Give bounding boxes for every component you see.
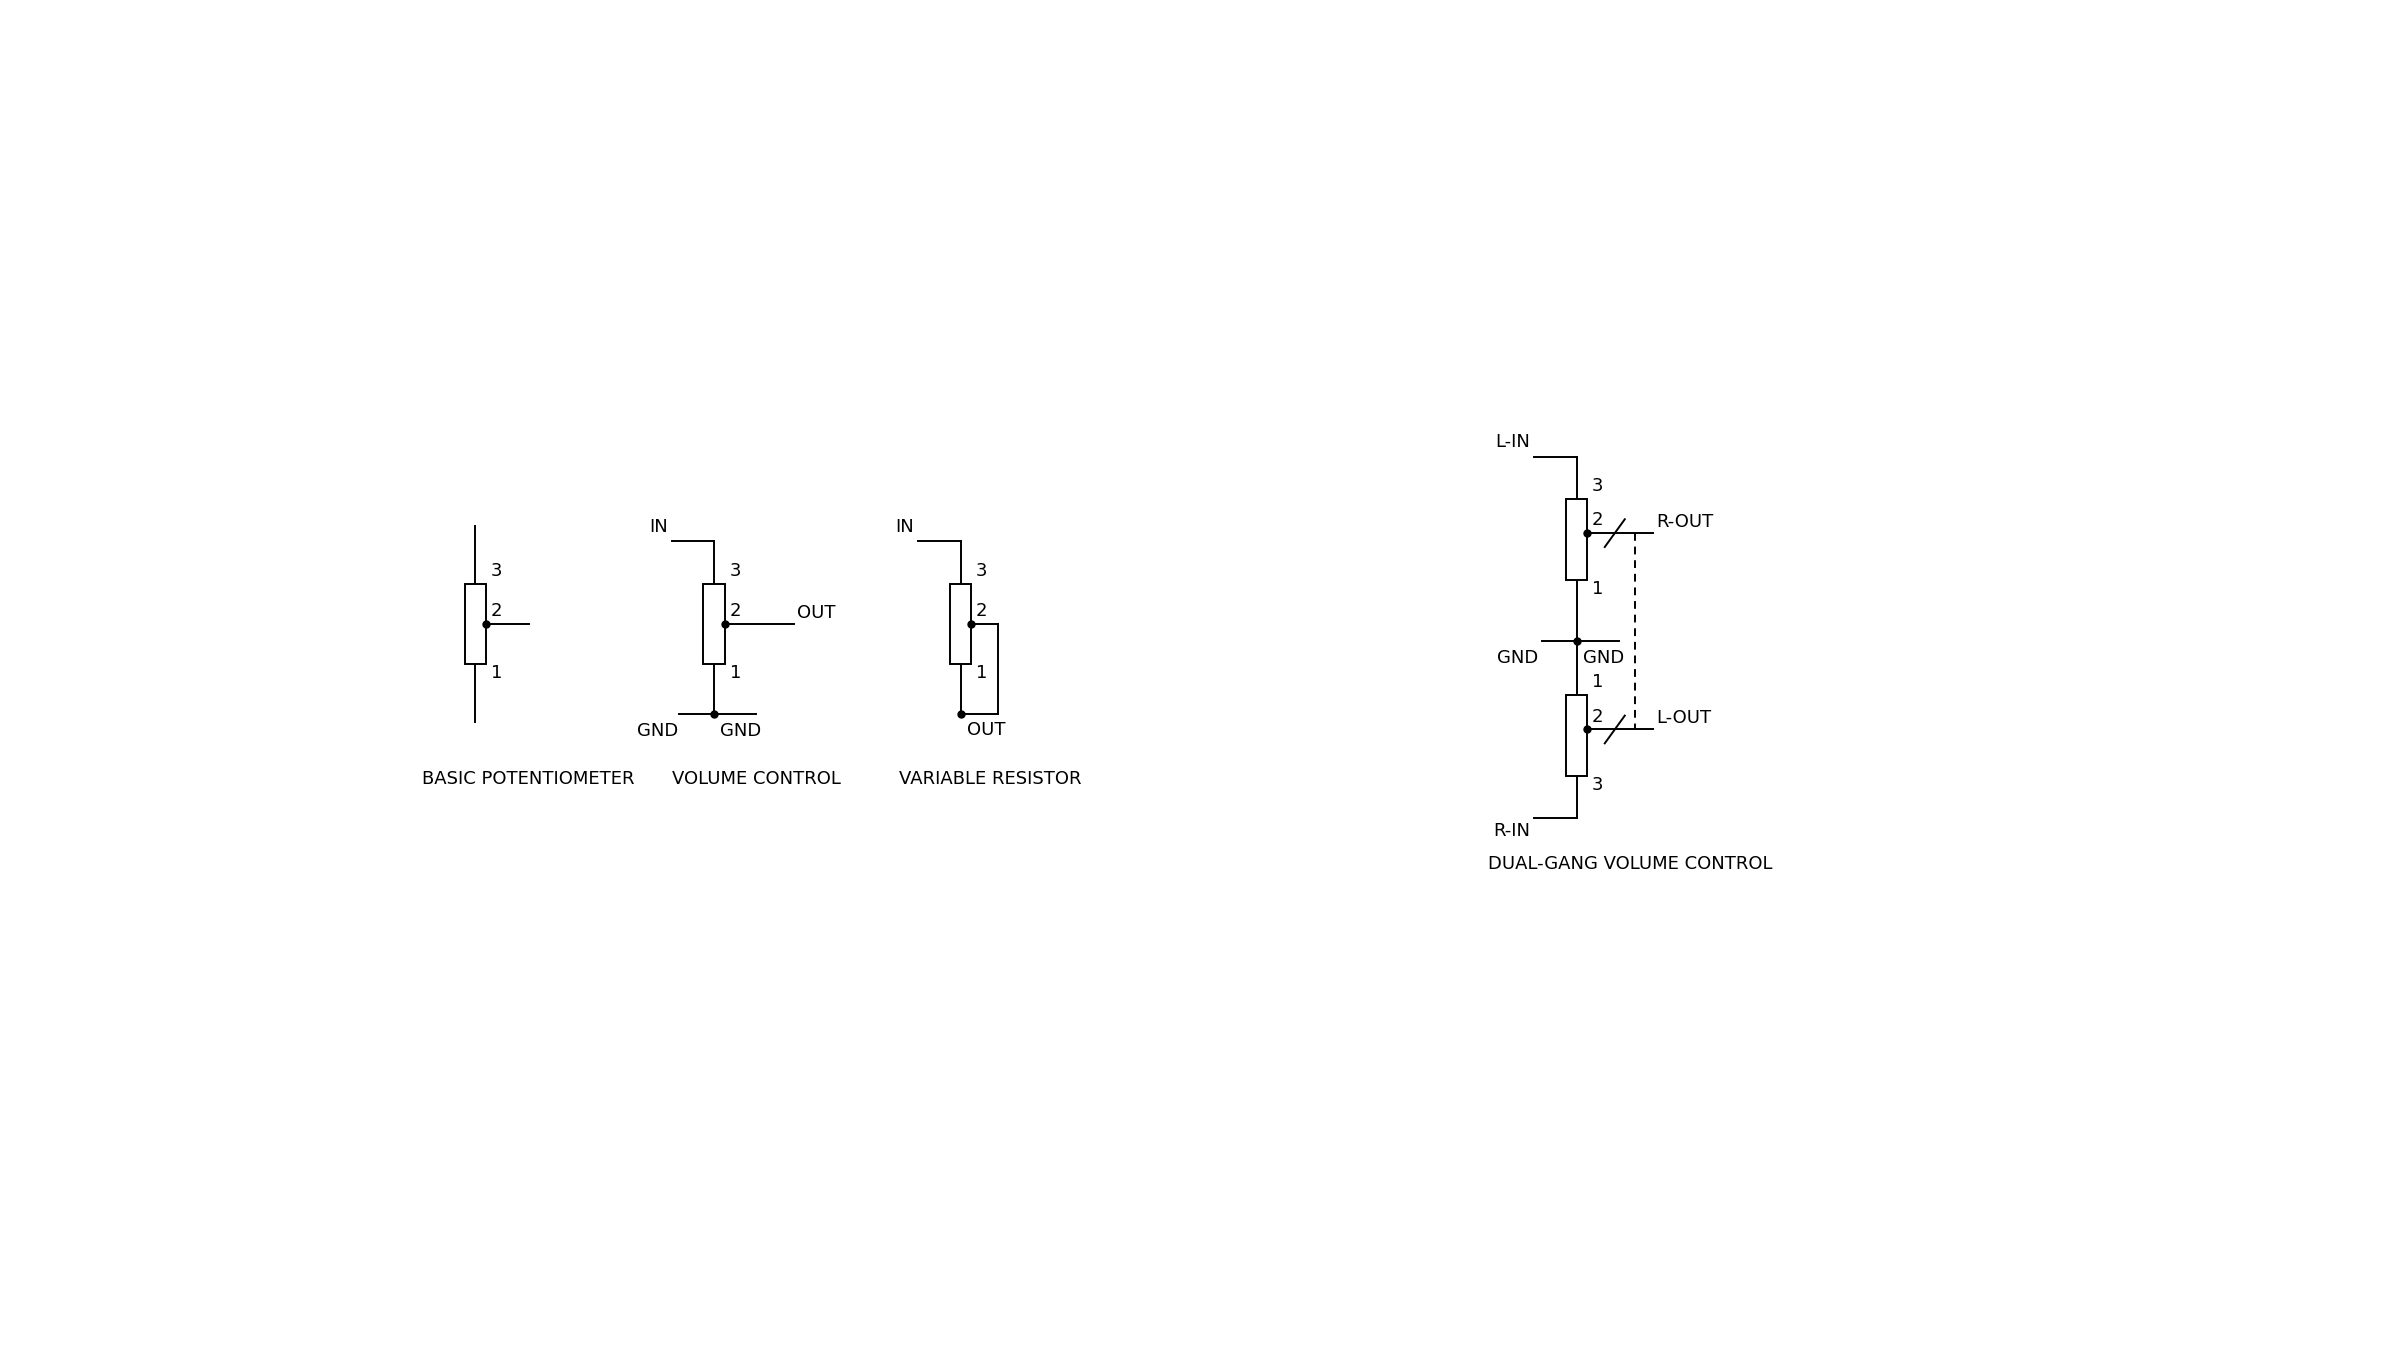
Text: VOLUME CONTROL: VOLUME CONTROL (672, 771, 840, 788)
Text: 3: 3 (1591, 776, 1603, 794)
Text: 2: 2 (977, 602, 986, 620)
Text: IN: IN (648, 518, 667, 536)
Text: GND: GND (720, 722, 761, 740)
Text: L-IN: L-IN (1495, 433, 1531, 451)
Text: R-OUT: R-OUT (1656, 513, 1714, 531)
Text: R-IN: R-IN (1493, 822, 1531, 840)
Text: 3: 3 (977, 562, 986, 579)
Text: DUAL-GANG VOLUME CONTROL: DUAL-GANG VOLUME CONTROL (1488, 855, 1774, 873)
Text: 2: 2 (1591, 512, 1603, 529)
Text: BASIC POTENTIOMETER: BASIC POTENTIOMETER (422, 771, 634, 788)
Text: 2: 2 (1591, 707, 1603, 726)
Text: 2: 2 (730, 602, 742, 620)
Text: 1: 1 (1591, 579, 1603, 598)
Text: 1: 1 (492, 664, 502, 683)
Text: 3: 3 (1591, 477, 1603, 495)
Text: 1: 1 (977, 664, 986, 683)
Text: 3: 3 (492, 562, 502, 579)
Text: 1: 1 (1591, 674, 1603, 691)
Bar (1565, 500, 1586, 579)
Text: 1: 1 (730, 664, 742, 683)
Text: IN: IN (895, 518, 914, 536)
Text: 2: 2 (492, 602, 502, 620)
Text: GND: GND (636, 722, 677, 740)
Text: OUT: OUT (967, 721, 1006, 738)
Bar (950, 583, 972, 664)
Text: 3: 3 (730, 562, 742, 579)
Text: OUT: OUT (797, 603, 835, 622)
Bar (466, 583, 487, 664)
Text: GND: GND (1498, 648, 1538, 667)
Text: L-OUT: L-OUT (1656, 709, 1711, 728)
Bar (703, 583, 725, 664)
Text: VARIABLE RESISTOR: VARIABLE RESISTOR (900, 771, 1082, 788)
Bar (1565, 695, 1586, 776)
Text: GND: GND (1582, 648, 1625, 667)
